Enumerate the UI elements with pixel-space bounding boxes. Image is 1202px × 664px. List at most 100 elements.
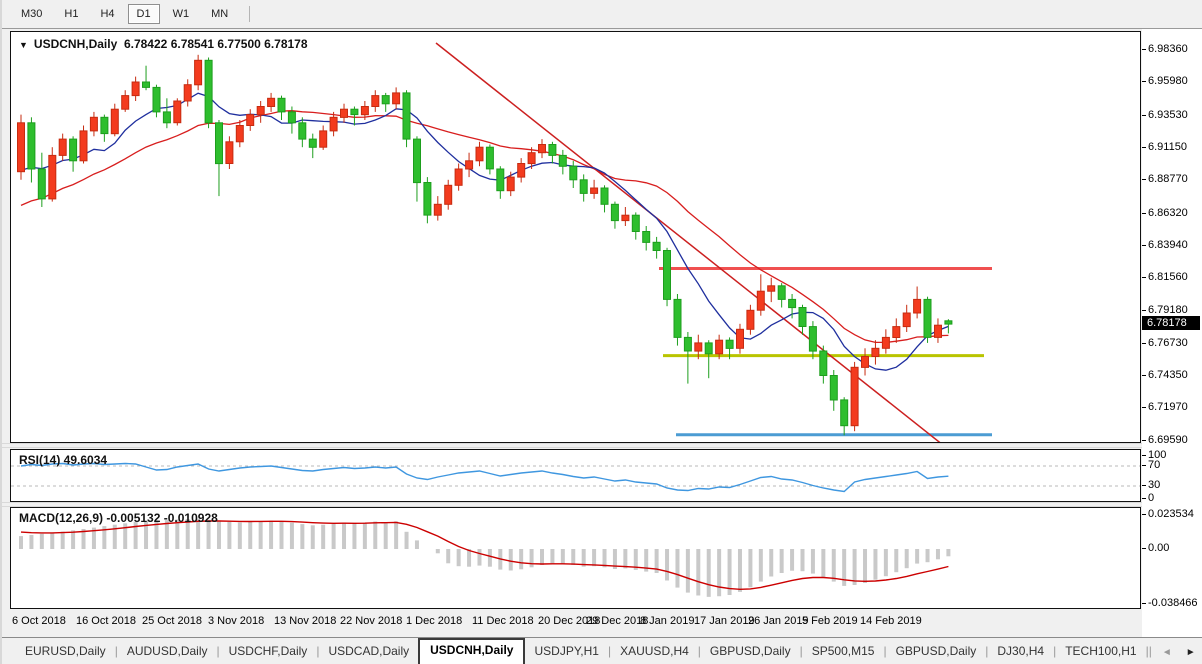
date-tick-label: 16 Oct 2018 <box>76 615 136 627</box>
chart-tab-gbpusd[interactable]: GBPUSD,Daily <box>895 644 977 658</box>
price-tick: 6.76730 <box>1142 337 1188 349</box>
rsi-tick: 100 <box>1142 449 1166 461</box>
chart-tab-eurusd[interactable]: EURUSD,Daily <box>25 644 106 658</box>
timeframe-button-mn[interactable]: MN <box>211 8 229 20</box>
candle <box>110 108 119 135</box>
candle <box>423 182 432 216</box>
date-tick-label: 20 Dec 2018 <box>538 615 601 627</box>
chart-tab-xauusd[interactable]: XAUUSD,H4 <box>620 644 689 658</box>
chart-tab-audusd[interactable]: AUDUSD,Daily <box>126 644 208 658</box>
macd-tick: 0.023534 <box>1142 508 1194 520</box>
price-axis: 6.98360 6.95980 6.93530 6.91150 6.88770 6.863… <box>1142 29 1202 637</box>
chart-tab-usdjpy[interactable]: USDJPY,H1 <box>534 644 599 658</box>
date-tick-label: 13 Nov 2018 <box>274 615 337 627</box>
rsi-tick: 30 <box>1142 479 1160 491</box>
chart-symbol: USDCNH,Daily <box>33 37 118 51</box>
tab-separator: | <box>799 644 803 658</box>
candle <box>121 95 130 110</box>
macd-panel[interactable]: MACD(12,26,9) -0.005132 -0.010928 <box>10 507 1141 609</box>
chart-dropdown-icon[interactable]: ▼ <box>19 40 28 50</box>
candle <box>267 97 276 108</box>
tab-separator: | <box>216 644 220 658</box>
panel-splitter[interactable] <box>2 443 1202 448</box>
candle <box>538 144 546 154</box>
candle <box>517 163 526 178</box>
chart-tab-usdcad[interactable]: USDCAD,Daily <box>328 644 410 658</box>
axis-tick-mark <box>1142 146 1146 148</box>
candle <box>142 81 150 88</box>
price-chart-canvas[interactable] <box>11 32 1140 442</box>
candle <box>340 108 348 118</box>
tab-separator: | <box>1053 644 1057 658</box>
candle <box>913 298 922 314</box>
candle <box>736 328 744 349</box>
macd-tick: 0.00 <box>1142 542 1169 554</box>
rsi-canvas[interactable] <box>11 450 1140 501</box>
candle <box>89 116 98 132</box>
candle <box>579 179 588 194</box>
price-chart-panel[interactable]: ▼ USDCNH,Daily 6.78422 6.78541 6.77500 6.… <box>10 31 1141 443</box>
tab-separator: | <box>985 644 989 658</box>
tab-scroll-left-button[interactable]: ◄ <box>1161 647 1172 658</box>
candle <box>590 187 599 194</box>
price-tick: 6.69590 <box>1142 434 1188 446</box>
timeframe-button-d1[interactable]: D1 <box>127 4 160 24</box>
candle <box>663 250 671 300</box>
chart-tab-sp500[interactable]: SP500,M15 <box>811 644 875 658</box>
chart-tab-dj30[interactable]: DJ30,H4 <box>997 644 1045 658</box>
timeframe-toolbar: M30 H1 H4 D1 W1 MN <box>2 0 1202 29</box>
axis-tick-mark <box>1142 407 1146 409</box>
rsi-line <box>20 462 949 493</box>
candle <box>444 184 453 205</box>
timeframe-button-h4[interactable]: H4 <box>100 8 115 20</box>
date-axis: 6 Oct 2018 16 Oct 2018 25 Oct 2018 3 Nov 20… <box>10 610 1141 636</box>
candle <box>100 116 109 135</box>
trendline[interactable] <box>435 42 977 442</box>
candle <box>808 326 817 352</box>
candle <box>131 81 140 97</box>
tab-separator: | <box>316 644 320 658</box>
timeframe-button-h1[interactable]: H1 <box>64 8 79 20</box>
candle <box>308 138 317 148</box>
chart-tab-tech100[interactable]: TECH100,H1 <box>1065 644 1137 658</box>
axis-tick-mark <box>1142 455 1146 456</box>
candle <box>235 125 244 143</box>
candle <box>27 122 36 170</box>
chart-tab-usdchf[interactable]: USDCHF,Daily <box>228 644 308 658</box>
candle <box>225 141 234 165</box>
date-tick-label: 26 Jan 2019 <box>748 615 809 627</box>
price-tick: 6.98360 <box>1142 43 1188 55</box>
axis-tick-mark <box>1142 48 1146 50</box>
candle <box>683 336 692 352</box>
candle <box>600 187 609 205</box>
timeframe-button-m30[interactable]: M30 <box>21 8 43 20</box>
tab-separator: | <box>697 644 701 658</box>
ohlc-high: 6.78541 <box>170 37 215 51</box>
ohlc-close: 6.78178 <box>264 37 308 51</box>
candle <box>371 95 380 107</box>
tab-separator: | <box>114 644 118 658</box>
axis-tick-mark <box>1142 212 1146 214</box>
axis-tick-mark <box>1142 498 1146 499</box>
candle <box>287 111 296 124</box>
candle <box>506 176 515 192</box>
date-tick-label: 25 Oct 2018 <box>142 615 202 627</box>
rsi-panel[interactable]: RSI(14) 49.6034 <box>10 449 1141 502</box>
macd-canvas[interactable] <box>11 508 1140 608</box>
panel-splitter[interactable] <box>2 502 1202 507</box>
candle <box>881 336 890 349</box>
axis-tick-mark <box>1142 485 1146 486</box>
tab-scroll-right-button[interactable]: ► <box>1185 647 1196 658</box>
date-tick-label: 8 Jan 2019 <box>640 615 695 627</box>
axis-tick-mark <box>1142 81 1146 83</box>
candle <box>642 231 651 243</box>
candle <box>829 375 838 401</box>
timeframe-button-w1[interactable]: W1 <box>172 8 190 20</box>
candle <box>777 285 786 300</box>
tab-separator: | <box>1148 644 1152 658</box>
candle <box>485 146 494 170</box>
candle <box>840 399 849 427</box>
chart-tab-gbpusd[interactable]: GBPUSD,Daily <box>709 644 791 658</box>
axis-tick-mark <box>1142 603 1146 604</box>
chart-tab-usdcnh[interactable]: USDCNH,Daily <box>418 638 526 664</box>
